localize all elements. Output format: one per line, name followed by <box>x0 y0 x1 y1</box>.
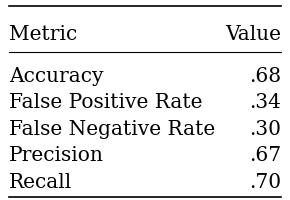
Text: .34: .34 <box>249 93 281 112</box>
Text: .70: .70 <box>249 173 281 192</box>
Text: .30: .30 <box>249 120 281 139</box>
Text: Recall: Recall <box>9 173 72 192</box>
Text: Metric: Metric <box>9 25 77 44</box>
Text: False Negative Rate: False Negative Rate <box>9 120 215 139</box>
Text: .67: .67 <box>249 146 281 165</box>
Text: Accuracy: Accuracy <box>9 67 103 86</box>
Text: Precision: Precision <box>9 146 104 165</box>
Text: False Positive Rate: False Positive Rate <box>9 93 202 112</box>
Text: .68: .68 <box>249 67 281 86</box>
Text: Value: Value <box>225 25 281 44</box>
